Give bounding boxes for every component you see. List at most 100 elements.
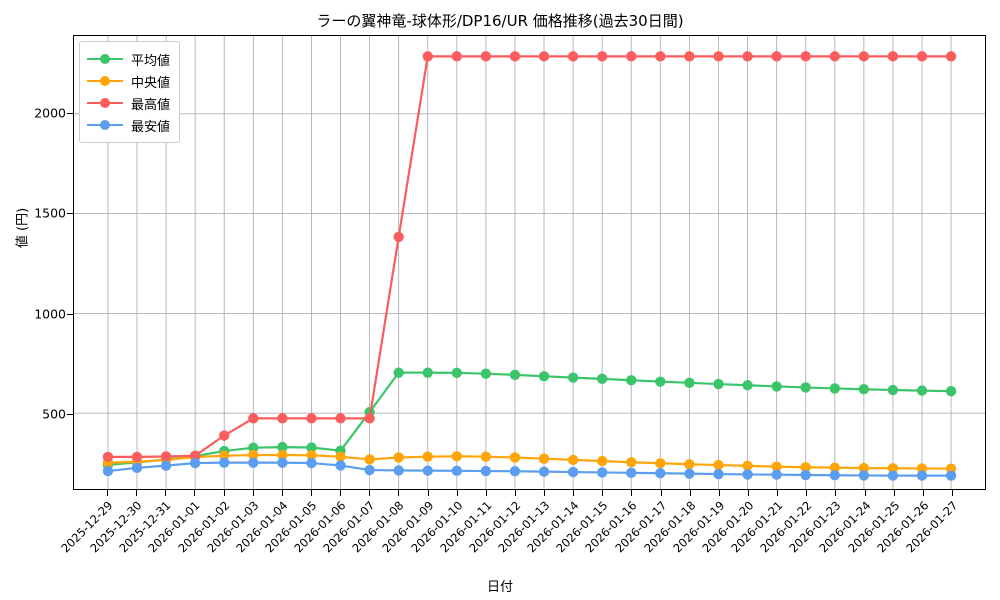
y-tick-mark — [67, 213, 73, 215]
x-tick-mark — [748, 490, 750, 496]
x-tick-mark — [835, 490, 837, 496]
data-point-marker — [131, 451, 143, 463]
plot-area — [73, 35, 986, 490]
chart-title: ラーの翼神竜-球体形/DP16/UR 価格推移(過去30日間) — [316, 12, 684, 30]
x-tick-mark — [952, 490, 953, 496]
data-point-marker — [684, 51, 695, 62]
data-point-marker — [626, 375, 637, 386]
data-point-marker — [945, 470, 957, 481]
data-point-marker — [248, 442, 259, 453]
data-point-marker — [451, 465, 463, 477]
data-point-marker — [480, 368, 492, 379]
data-point-marker — [567, 51, 579, 62]
data-point-marker — [248, 449, 259, 461]
data-point-marker — [160, 451, 172, 462]
data-point-marker — [916, 470, 928, 481]
data-point-marker — [102, 465, 114, 477]
x-tick-mark — [718, 490, 720, 496]
data-point-marker — [742, 460, 753, 472]
data-point-marker — [480, 51, 492, 62]
data-point-marker — [538, 466, 550, 477]
data-point-marker — [277, 457, 288, 468]
legend-marker-icon — [87, 74, 123, 88]
data-point-marker — [858, 384, 870, 395]
data-point-marker — [713, 468, 724, 480]
legend-item-1[interactable]: 平均値 — [87, 48, 170, 70]
data-point-marker — [538, 453, 550, 464]
x-tick-mark — [456, 490, 458, 496]
data-point-marker — [306, 457, 317, 469]
data-point-marker — [277, 449, 288, 461]
data-point-marker — [626, 467, 637, 479]
x-tick-mark — [194, 490, 196, 496]
x-tick-mark — [340, 490, 342, 496]
x-tick-mark — [893, 490, 895, 496]
data-point-marker — [887, 51, 899, 62]
data-point-marker — [335, 460, 346, 471]
data-point-marker — [451, 51, 463, 62]
data-point-marker — [509, 51, 521, 62]
series-line — [106, 55, 953, 458]
data-point-marker — [422, 465, 433, 476]
data-point-marker — [364, 464, 375, 476]
x-tick-mark — [398, 490, 400, 496]
x-tick-mark — [165, 490, 167, 496]
data-point-marker — [887, 384, 899, 396]
legend-item-3[interactable]: 最高値 — [87, 92, 170, 114]
data-point-marker — [829, 383, 840, 394]
data-point-marker — [422, 367, 433, 378]
data-point-marker — [393, 367, 404, 378]
data-point-marker — [538, 371, 550, 382]
data-point-marker — [189, 457, 201, 469]
x-tick-mark — [602, 490, 604, 496]
data-point-marker — [655, 458, 666, 469]
data-point-marker — [131, 462, 143, 474]
data-point-marker — [916, 51, 928, 62]
data-point-marker — [626, 51, 637, 62]
x-tick-mark — [631, 490, 633, 496]
data-point-marker — [306, 413, 317, 424]
data-point-marker — [916, 463, 928, 474]
x-tick-mark — [485, 490, 487, 496]
data-point-marker — [364, 454, 375, 465]
data-point-marker — [771, 51, 782, 62]
data-point-marker — [596, 467, 608, 478]
x-tick-mark — [777, 490, 779, 496]
data-point-marker — [160, 460, 172, 471]
legend-item-4[interactable]: 最安値 — [87, 114, 170, 136]
x-tick-mark — [310, 490, 312, 496]
data-point-marker — [771, 461, 782, 472]
series-line — [106, 371, 953, 466]
x-tick-mark — [514, 490, 516, 496]
data-point-marker — [916, 385, 928, 396]
data-point-marker — [248, 413, 259, 424]
data-point-marker — [480, 465, 492, 477]
x-tick-mark — [660, 490, 662, 496]
legend-marker-icon — [87, 118, 123, 132]
x-tick-mark — [427, 490, 429, 496]
data-point-marker — [451, 451, 463, 462]
legend-label: 中央値 — [131, 75, 171, 91]
legend-label: 最高値 — [131, 97, 171, 113]
data-point-marker — [713, 459, 724, 471]
x-tick-mark — [136, 490, 138, 496]
data-point-marker — [364, 413, 375, 424]
data-point-marker — [858, 462, 870, 474]
legend-item-2[interactable]: 中央値 — [87, 70, 170, 92]
data-point-marker — [538, 51, 550, 62]
y-tick-label: 2000 — [34, 105, 66, 121]
data-point-marker — [248, 457, 259, 468]
x-tick-mark — [252, 490, 254, 496]
x-tick-mark — [369, 490, 371, 496]
series-lines — [102, 51, 957, 481]
data-point-marker — [422, 51, 433, 62]
data-point-marker — [306, 442, 317, 453]
data-point-marker — [596, 51, 608, 62]
data-point-marker — [858, 51, 870, 62]
data-point-marker — [189, 450, 201, 461]
data-point-marker — [829, 470, 840, 481]
data-point-marker — [219, 430, 230, 441]
data-point-marker — [655, 468, 666, 479]
data-point-marker — [567, 454, 579, 466]
